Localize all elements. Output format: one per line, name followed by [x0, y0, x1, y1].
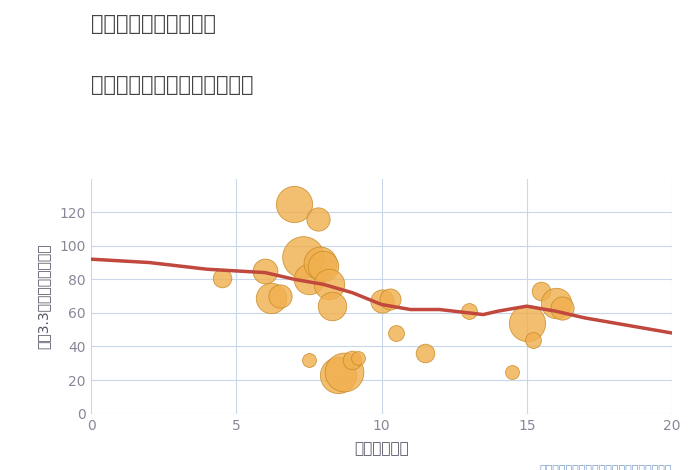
- Point: [265, 294, 276, 302]
- Point: [315, 259, 326, 266]
- Point: [353, 354, 364, 362]
- Text: 駅距離別中古マンション価格: 駅距離別中古マンション価格: [91, 75, 253, 95]
- Point: [384, 296, 395, 303]
- Point: [346, 356, 358, 364]
- Point: [303, 275, 314, 283]
- Point: [338, 368, 349, 376]
- X-axis label: 駅距離（分）: 駅距離（分）: [354, 441, 409, 456]
- Point: [463, 307, 475, 315]
- Point: [391, 329, 402, 337]
- Text: 円の大きさは、取引のあった物件面積を示す: 円の大きさは、取引のあった物件面積を示す: [540, 465, 672, 470]
- Point: [550, 299, 561, 306]
- Point: [507, 368, 518, 376]
- Text: 岐阜県多治見市錦町の: 岐阜県多治見市錦町の: [91, 14, 216, 34]
- Point: [303, 356, 314, 364]
- Y-axis label: 坪（3.3㎡）単価（万円）: 坪（3.3㎡）単価（万円）: [36, 243, 50, 349]
- Point: [376, 298, 387, 305]
- Point: [536, 287, 547, 295]
- Point: [527, 336, 538, 344]
- Point: [318, 262, 329, 270]
- Point: [298, 254, 309, 261]
- Point: [216, 274, 228, 282]
- Point: [556, 304, 567, 312]
- Point: [419, 349, 430, 357]
- Point: [274, 292, 286, 300]
- Point: [312, 215, 323, 223]
- Point: [326, 302, 337, 310]
- Point: [260, 267, 271, 274]
- Point: [289, 200, 300, 208]
- Point: [521, 319, 532, 327]
- Point: [323, 281, 335, 288]
- Point: [332, 371, 344, 379]
